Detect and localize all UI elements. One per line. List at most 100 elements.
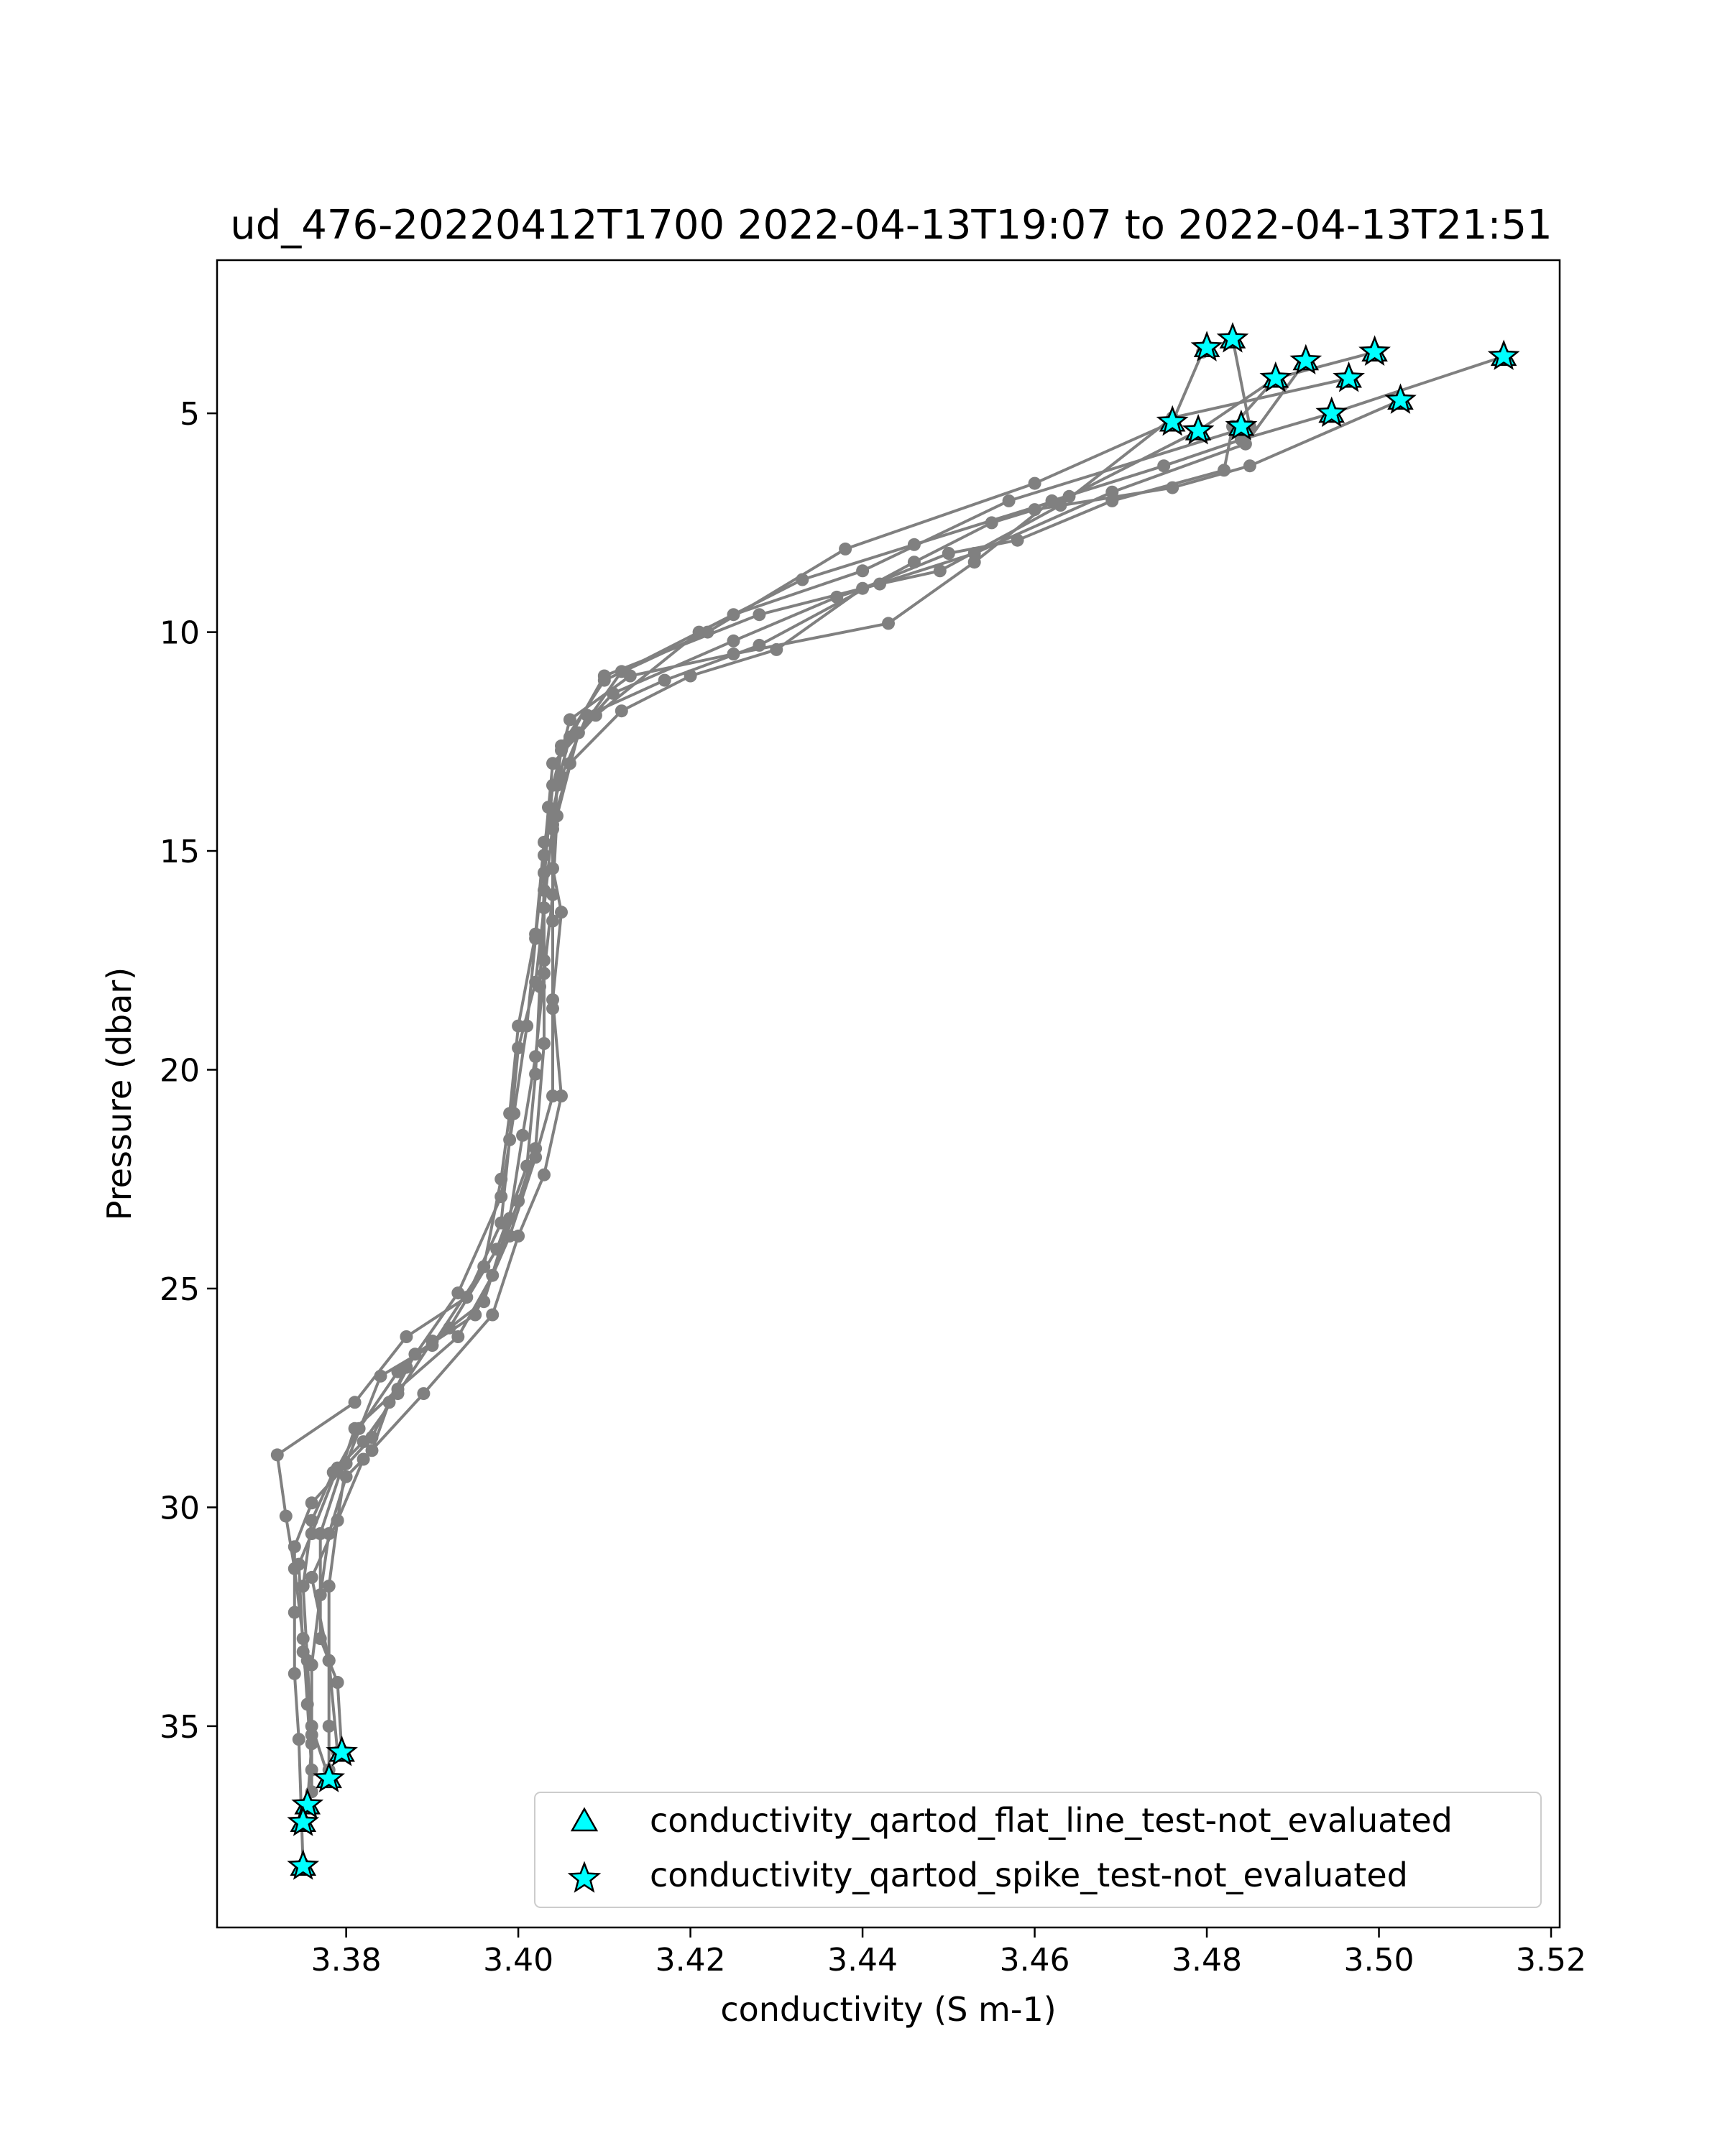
data-point (494, 1216, 508, 1230)
legend: conductivity_qartod_flat_line_test-not_e… (534, 1792, 1542, 1908)
data-point (486, 1308, 500, 1322)
spike-flag-marker (287, 1849, 320, 1880)
spike-flag-marker (326, 1735, 358, 1766)
data-point (460, 1291, 474, 1304)
x-axis-label: conductivity (S m-1) (720, 1990, 1056, 2029)
data-point (546, 778, 559, 792)
x-axis: 3.38 3.40 3.42 3.44 3.46 3.48 3.50 3.52 (311, 1927, 1586, 1978)
data-point (503, 1107, 517, 1120)
data-point (1243, 459, 1256, 473)
y-axis: 5 10 15 20 25 30 35 (160, 396, 217, 1746)
data-point (512, 1041, 525, 1055)
data-point (555, 1089, 568, 1102)
data-point (1234, 433, 1248, 446)
data-point (322, 1580, 336, 1593)
data-point (512, 1229, 525, 1243)
data-point (563, 713, 576, 727)
spike-flag-marker (1216, 322, 1249, 353)
legend-box (534, 1792, 1542, 1908)
y-tick-label: 10 (160, 615, 200, 652)
spike-flag-marker (1190, 331, 1223, 361)
data-point (555, 906, 568, 919)
x-tick-label: 3.40 (483, 1942, 553, 1978)
spike-flag-marker (1384, 383, 1417, 414)
data-point (365, 1431, 379, 1444)
spike-flag-marker (291, 1787, 324, 1819)
data-point (288, 1562, 301, 1575)
y-tick-label: 20 (160, 1053, 200, 1089)
data-point (967, 556, 981, 569)
data-point (305, 1570, 318, 1584)
spike-flag-marker (1156, 405, 1189, 436)
data-point (356, 1452, 370, 1466)
spike-flag-marker (1259, 361, 1292, 392)
spike-flag-marker (1315, 396, 1348, 428)
y-axis-label: Pressure (dbar) (100, 967, 139, 1220)
x-tick-label: 3.42 (656, 1942, 726, 1978)
data-point (279, 1509, 293, 1523)
data-point (451, 1330, 465, 1343)
data-point (839, 542, 852, 556)
x-tick-label: 3.52 (1516, 1942, 1586, 1978)
data-point (615, 704, 628, 718)
data-point (727, 634, 740, 648)
spike-flag-marker (313, 1761, 346, 1792)
spike-flag-marker (1333, 361, 1365, 392)
spike-flag-marker (1289, 344, 1322, 375)
data-point (580, 709, 594, 722)
data-point (313, 1527, 327, 1540)
spike-flag-marker (1358, 335, 1391, 366)
y-tick-label: 15 (160, 834, 200, 870)
plot-area (270, 322, 1520, 1880)
data-point (692, 625, 706, 639)
data-point (796, 573, 809, 586)
data-point (516, 1128, 530, 1142)
data-point (494, 1172, 508, 1186)
data-point (331, 1514, 344, 1527)
data-point (538, 1168, 551, 1181)
data-point (907, 556, 921, 569)
data-point (538, 866, 551, 880)
data-point (391, 1383, 405, 1396)
data-point (512, 1019, 525, 1033)
data-point (529, 927, 543, 941)
data-point (1157, 459, 1171, 473)
data-point (374, 1369, 387, 1383)
data-point (348, 1422, 362, 1435)
chart-title: ud_476-20220412T1700 2022-04-13T19:07 to… (230, 202, 1552, 249)
profile-line-5 (310, 377, 1350, 1753)
data-point (727, 648, 740, 660)
data-point (1011, 533, 1024, 547)
spike-flag-marker (1182, 413, 1215, 445)
data-point (288, 1606, 301, 1619)
data-point (305, 1496, 318, 1510)
data-point (512, 1194, 525, 1208)
data-point (400, 1330, 413, 1343)
data-point (856, 564, 870, 578)
data-point (1045, 494, 1059, 507)
x-tick-label: 3.44 (827, 1942, 898, 1978)
data-point (597, 669, 611, 683)
data-point (529, 1142, 543, 1156)
legend-label-flat-line: conductivity_qartod_flat_line_test-not_e… (650, 1801, 1453, 1840)
data-point (555, 770, 568, 783)
y-tick-label: 30 (160, 1490, 200, 1526)
data-point (1028, 476, 1041, 490)
data-point (529, 1067, 543, 1081)
x-tick-label: 3.38 (311, 1942, 382, 1978)
legend-star-icon (567, 1861, 602, 1893)
data-point (331, 1676, 344, 1689)
spike-flag-marker (287, 1805, 320, 1836)
spike-flag-marker (1225, 409, 1258, 441)
data-point (292, 1733, 305, 1746)
data-point (1002, 494, 1016, 507)
data-point (296, 1632, 310, 1646)
data-point (538, 954, 551, 967)
data-point (882, 617, 895, 630)
data-point (486, 1268, 500, 1282)
data-point (538, 1037, 551, 1050)
data-point (417, 1387, 431, 1401)
spike-flag-marker (1487, 339, 1520, 370)
data-point (322, 1719, 336, 1733)
